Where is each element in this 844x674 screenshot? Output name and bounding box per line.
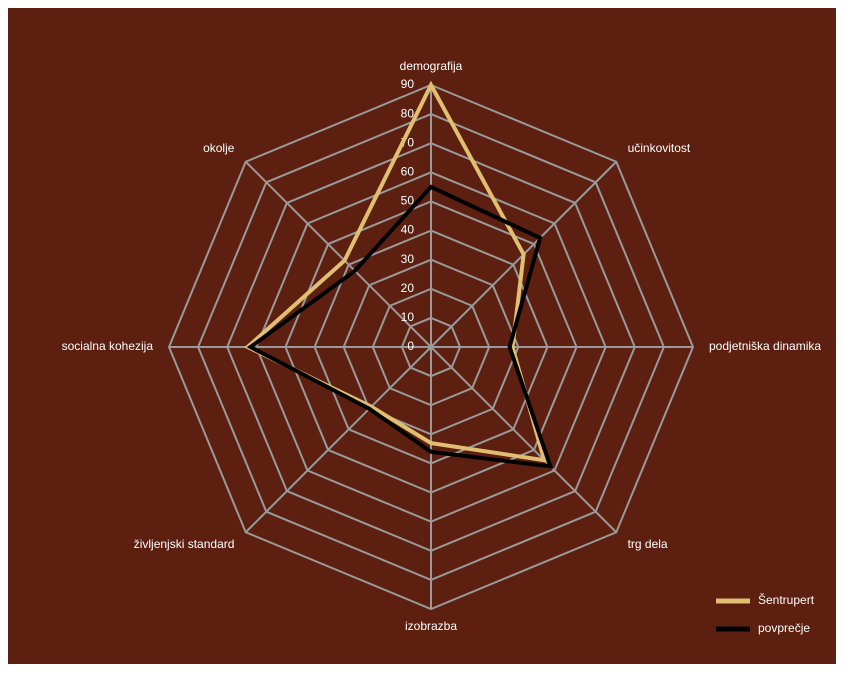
- category-label: socialna kohezija: [62, 339, 154, 353]
- category-label: učinkovitost: [628, 141, 691, 155]
- axis-spoke: [245, 346, 432, 533]
- tick-label: 30: [401, 252, 415, 266]
- category-label: trg dela: [628, 537, 668, 551]
- tick-label: 80: [401, 106, 415, 120]
- category-label: demografija: [400, 59, 463, 73]
- tick-label: 40: [401, 223, 415, 237]
- category-label: življenjski standard: [134, 537, 235, 551]
- category-label: okolje: [203, 141, 235, 155]
- series-line: [244, 80, 547, 463]
- category-label: podjetniška dinamika: [709, 339, 821, 353]
- axis-spoke: [430, 346, 617, 533]
- category-label: izobrazba: [405, 619, 457, 633]
- series-line: [246, 184, 554, 469]
- tick-label: 20: [401, 281, 415, 295]
- tick-label: 90: [401, 77, 415, 91]
- tick-label: 0: [407, 339, 414, 353]
- tick-label: 50: [401, 194, 415, 208]
- legend-label: Šentrupert: [758, 592, 815, 607]
- tick-label: 60: [401, 165, 415, 179]
- legend-label: povprečje: [758, 621, 810, 635]
- axis-spoke: [245, 161, 432, 348]
- tick-label: 10: [401, 310, 415, 324]
